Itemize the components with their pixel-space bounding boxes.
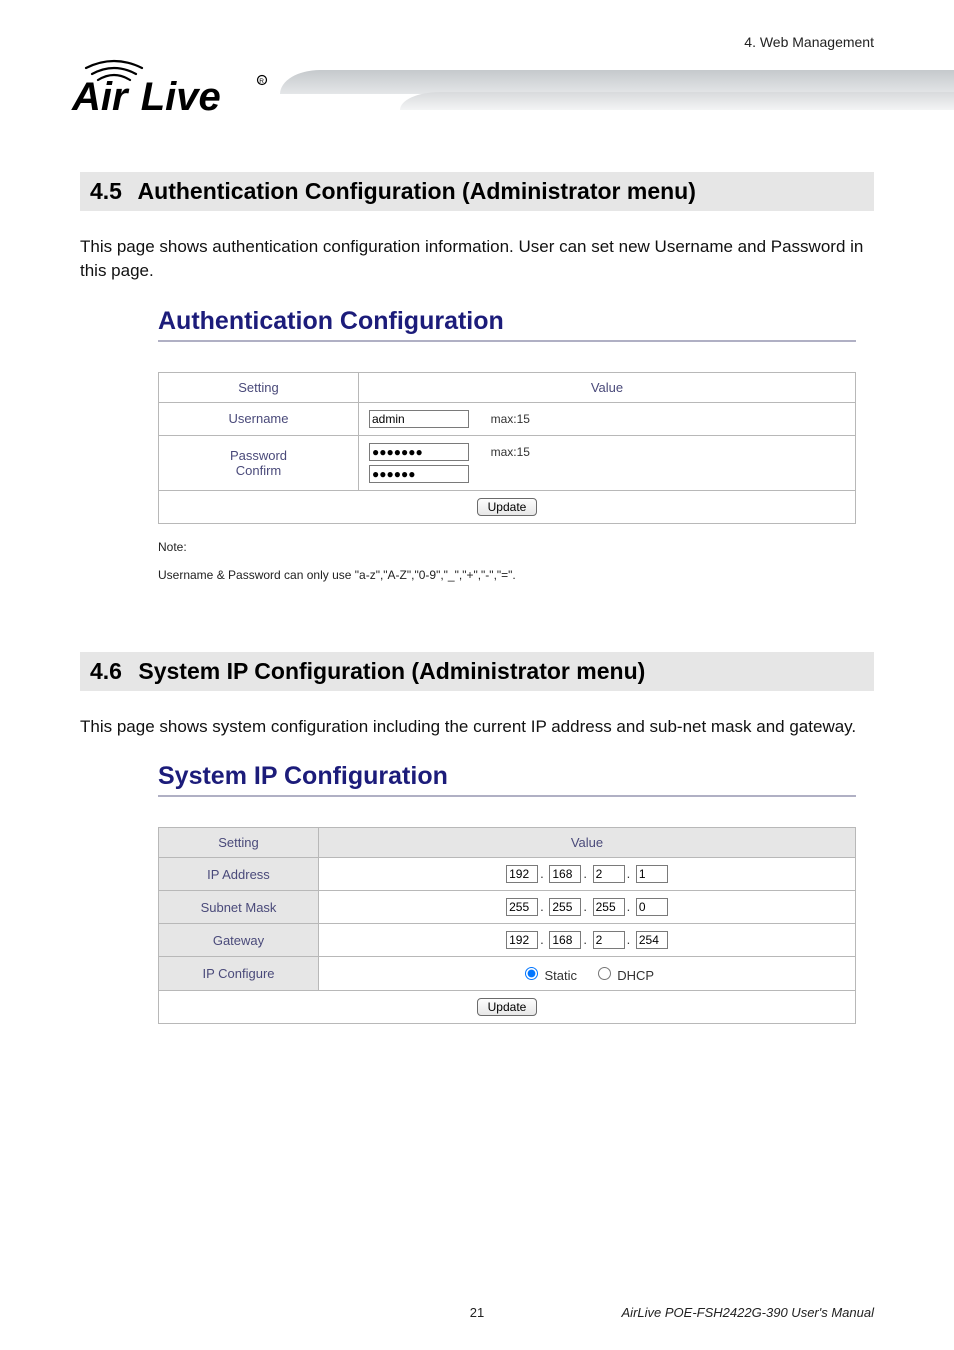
ip-c[interactable] [593, 865, 625, 883]
header-decoration [280, 70, 954, 110]
page-number: 21 [470, 1305, 484, 1320]
section-4.5-heading: 4.5 Authentication Configuration (Admini… [80, 172, 874, 211]
row-ipcfg-label: IP Configure [159, 957, 319, 991]
password-label-line1: Password [230, 448, 287, 463]
password-label-line2: Confirm [236, 463, 282, 478]
section-4.5-intro: This page shows authentication configura… [80, 235, 874, 283]
ip-config-table: Setting Value IP Address . . . Subnet Ma… [158, 827, 856, 1024]
ip-config-title: System IP Configuration [158, 762, 856, 797]
col-value: Value [359, 372, 856, 402]
gw-b[interactable] [549, 931, 581, 949]
row-ip-label: IP Address [159, 858, 319, 891]
username-input[interactable] [369, 410, 469, 428]
password-hint: max:15 [491, 445, 530, 459]
auth-update-button[interactable]: Update [477, 498, 538, 516]
ip-d[interactable] [636, 865, 668, 883]
section-title: System IP Configuration (Administrator m… [138, 658, 645, 684]
col-value: Value [319, 828, 856, 858]
radio-dhcp-label[interactable]: DHCP [593, 968, 654, 983]
row-username-label: Username [159, 402, 359, 435]
ip-b[interactable] [549, 865, 581, 883]
radio-dhcp-text: DHCP [617, 968, 654, 983]
radio-static[interactable] [525, 967, 538, 980]
logo-row: Air Live R [80, 52, 874, 132]
auth-config-block: Authentication Configuration Setting Val… [158, 307, 856, 582]
password-input[interactable] [369, 443, 469, 461]
note-title: Note: [158, 540, 856, 554]
ip-update-button[interactable]: Update [477, 998, 538, 1016]
section-number: 4.5 [90, 178, 122, 204]
row-mask-label: Subnet Mask [159, 891, 319, 924]
airlive-logo: Air Live R [66, 48, 276, 125]
note-text: Username & Password can only use "a-z","… [158, 568, 856, 582]
section-4.6-heading: 4.6 System IP Configuration (Administrat… [80, 652, 874, 691]
gw-a[interactable] [506, 931, 538, 949]
section-4.6-intro: This page shows system configuration inc… [80, 715, 874, 739]
col-setting: Setting [159, 372, 359, 402]
radio-dhcp[interactable] [598, 967, 611, 980]
section-title: Authentication Configuration (Administra… [138, 178, 696, 204]
auth-config-title: Authentication Configuration [158, 307, 856, 342]
svg-text:Air Live: Air Live [71, 75, 221, 119]
mask-d[interactable] [636, 898, 668, 916]
radio-static-text: Static [545, 968, 578, 983]
ip-a[interactable] [506, 865, 538, 883]
section-number: 4.6 [90, 658, 122, 684]
mask-b[interactable] [549, 898, 581, 916]
mask-c[interactable] [593, 898, 625, 916]
col-setting: Setting [159, 828, 319, 858]
confirm-input[interactable] [369, 465, 469, 483]
radio-static-label[interactable]: Static [520, 968, 581, 983]
gw-d[interactable] [636, 931, 668, 949]
gw-c[interactable] [593, 931, 625, 949]
row-gw-label: Gateway [159, 924, 319, 957]
ip-config-block: System IP Configuration Setting Value IP… [158, 762, 856, 1024]
manual-title: AirLive POE-FSH2422G-390 User's Manual [622, 1305, 874, 1320]
auth-note: Note: Username & Password can only use "… [158, 540, 856, 582]
page-footer: 21 AirLive POE-FSH2422G-390 User's Manua… [80, 1305, 874, 1320]
svg-text:R: R [259, 78, 264, 85]
mask-a[interactable] [506, 898, 538, 916]
auth-config-table: Setting Value Username max:15 Password C… [158, 372, 856, 524]
username-hint: max:15 [491, 412, 530, 426]
row-password-label: Password Confirm [159, 435, 359, 490]
